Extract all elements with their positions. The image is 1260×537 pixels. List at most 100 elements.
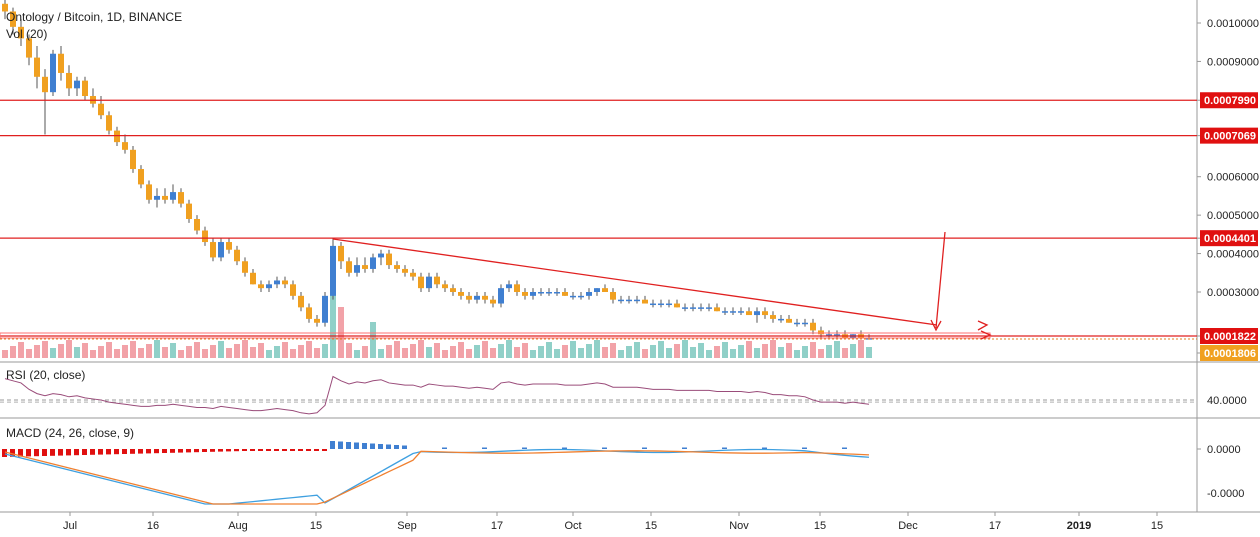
candle bbox=[210, 242, 216, 258]
macd-histogram-bar bbox=[210, 449, 215, 452]
rsi-pane[interactable]: 40.0000 bbox=[0, 375, 1247, 415]
volume-bar bbox=[762, 344, 768, 358]
candle bbox=[770, 315, 776, 319]
candle bbox=[418, 276, 424, 289]
volume-bar bbox=[130, 341, 136, 358]
volume-bar bbox=[690, 347, 696, 358]
volume-bar bbox=[650, 345, 656, 358]
candle bbox=[130, 149, 136, 170]
volume-bar bbox=[98, 346, 104, 358]
volume-bar bbox=[314, 348, 320, 358]
volume-bar bbox=[10, 346, 16, 358]
candle bbox=[338, 245, 344, 262]
candle bbox=[146, 184, 152, 200]
price-axis[interactable]: 0.0010000 0.0009000 0.0007990 0.0007069 0.00… bbox=[1197, 18, 1259, 361]
volume-bar bbox=[698, 343, 704, 358]
candle bbox=[426, 276, 432, 289]
projection-arrow bbox=[935, 231, 946, 329]
volume-bar bbox=[138, 348, 144, 358]
volume-bar bbox=[170, 343, 176, 358]
volume-bar bbox=[106, 342, 112, 358]
support-arrowhead bbox=[980, 330, 992, 340]
macd-histogram-bar bbox=[170, 449, 175, 453]
volume-bar bbox=[682, 340, 688, 358]
volume-bar bbox=[722, 342, 728, 358]
macd-histogram-bar bbox=[146, 449, 151, 454]
macd-histogram-bar bbox=[338, 441, 343, 449]
price-level-badge bbox=[1200, 328, 1258, 344]
macd-histogram-bar bbox=[362, 443, 367, 449]
rsi-label[interactable]: RSI (20, close) bbox=[6, 368, 85, 382]
candle bbox=[50, 53, 56, 93]
macd-histogram-bar bbox=[130, 449, 135, 454]
volume-bar bbox=[570, 341, 576, 358]
candle bbox=[306, 307, 312, 319]
candle bbox=[754, 311, 760, 316]
macd-histogram-bar bbox=[186, 449, 191, 453]
candle bbox=[498, 288, 504, 304]
candle bbox=[594, 288, 600, 292]
candle bbox=[794, 322, 800, 325]
macd-histogram-bar bbox=[378, 444, 383, 449]
volume-bar bbox=[578, 348, 584, 358]
candle bbox=[66, 72, 72, 89]
macd-histogram-bar bbox=[346, 442, 351, 449]
volume-bar bbox=[354, 350, 360, 358]
candle bbox=[330, 245, 336, 296]
volume-bar bbox=[82, 343, 88, 358]
macd-histogram-bar bbox=[562, 447, 567, 449]
volume-bar bbox=[530, 350, 536, 358]
macd-histogram-bar bbox=[330, 441, 335, 449]
volume-bar bbox=[474, 345, 480, 358]
macd-histogram-bar bbox=[218, 449, 223, 452]
volume-bar bbox=[610, 343, 616, 358]
volume-bar bbox=[450, 346, 456, 358]
macd-histogram-bar bbox=[50, 449, 55, 456]
volume-bar bbox=[514, 347, 520, 358]
candle bbox=[834, 334, 840, 336]
candle bbox=[170, 192, 176, 200]
volume-bar bbox=[754, 348, 760, 358]
volume-bar bbox=[786, 343, 792, 358]
macd-histogram-bar bbox=[106, 449, 111, 455]
volume-bar bbox=[426, 347, 432, 358]
candle bbox=[538, 292, 544, 294]
candle bbox=[186, 203, 192, 219]
candle bbox=[682, 307, 688, 309]
volume-bar bbox=[850, 344, 856, 358]
macd-histogram-bar bbox=[90, 449, 95, 455]
candle bbox=[626, 299, 632, 302]
volume-bar bbox=[802, 346, 808, 358]
candle bbox=[506, 284, 512, 289]
candle bbox=[154, 195, 160, 200]
macd-histogram-bar bbox=[26, 449, 31, 457]
volume-bar bbox=[258, 343, 264, 358]
candle bbox=[818, 330, 824, 335]
macd-histogram-bar bbox=[442, 447, 447, 449]
candle bbox=[554, 292, 560, 294]
macd-pane[interactable]: 0.0000 -0.0000 bbox=[2, 441, 1244, 505]
signal-line bbox=[4, 450, 870, 505]
volume-bar bbox=[66, 340, 72, 358]
volume-bar bbox=[18, 342, 24, 358]
macd-label[interactable]: MACD (24, 26, close, 9) bbox=[6, 426, 134, 440]
time-axis[interactable]: Jul 16 Aug 15 Sep 17 Oct 15 Nov 15 Dec 17 2019 15 bbox=[63, 512, 1163, 532]
price-level-badge bbox=[1200, 230, 1258, 247]
price-tick-label: 0.0006000 bbox=[1207, 172, 1259, 184]
symbol-title[interactable]: Ontology / Bitcoin, 1D, BINANCE bbox=[6, 10, 182, 24]
volume-bar bbox=[818, 349, 824, 358]
candle bbox=[650, 303, 656, 306]
volume-bar bbox=[562, 345, 568, 358]
macd-histogram-bar bbox=[138, 449, 143, 454]
candle bbox=[826, 334, 832, 336]
macd-histogram-bar bbox=[250, 449, 255, 451]
price-pane[interactable] bbox=[2, 0, 872, 340]
time-tick-label: 17 bbox=[491, 520, 503, 532]
macd-histogram-bar bbox=[762, 447, 767, 449]
volume-label[interactable]: Vol (20) bbox=[6, 27, 47, 41]
candle bbox=[82, 80, 88, 97]
candle bbox=[234, 249, 240, 262]
price-level-badge-label: 0.0004401 bbox=[1204, 233, 1256, 245]
candle bbox=[386, 253, 392, 266]
